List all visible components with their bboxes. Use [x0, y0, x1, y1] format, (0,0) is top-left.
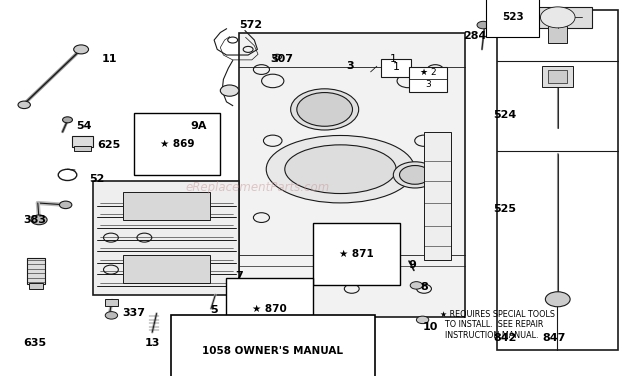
Text: 1: 1 — [390, 54, 397, 64]
Circle shape — [273, 54, 281, 59]
Text: 3: 3 — [347, 61, 354, 71]
Ellipse shape — [285, 145, 396, 194]
Text: 8: 8 — [420, 282, 428, 292]
Text: 337: 337 — [122, 308, 145, 318]
Circle shape — [417, 316, 429, 324]
Text: 307: 307 — [271, 54, 294, 64]
Bar — [27, 258, 45, 284]
Text: 7: 7 — [235, 271, 243, 281]
Circle shape — [546, 292, 570, 307]
Bar — [524, 7, 591, 28]
Text: 572: 572 — [240, 20, 263, 30]
Text: ★ 2: ★ 2 — [420, 68, 436, 77]
Text: 525: 525 — [494, 203, 516, 214]
Text: 625: 625 — [97, 140, 120, 150]
Text: 9: 9 — [408, 260, 416, 270]
Text: 1058 OWNER'S MANUAL: 1058 OWNER'S MANUAL — [202, 346, 343, 356]
Text: 284: 284 — [463, 31, 486, 41]
Bar — [74, 146, 91, 150]
Circle shape — [297, 92, 353, 126]
Text: 523: 523 — [502, 12, 524, 22]
Ellipse shape — [266, 135, 415, 203]
Text: 5: 5 — [210, 305, 218, 315]
Circle shape — [60, 201, 72, 209]
Text: 52: 52 — [89, 174, 104, 183]
Text: 54: 54 — [76, 121, 92, 131]
Bar — [105, 299, 118, 306]
Text: ★ REQUIRES SPECIAL TOOLS
  TO INSTALL.  SEE REPAIR
  INSTRUCTION MANUAL.: ★ REQUIRES SPECIAL TOOLS TO INSTALL. SEE… — [440, 310, 555, 340]
Bar — [123, 255, 210, 284]
Text: 524: 524 — [494, 110, 516, 120]
Bar — [549, 70, 567, 83]
Circle shape — [291, 89, 359, 130]
Bar — [424, 132, 451, 260]
Text: 11: 11 — [101, 54, 117, 64]
Text: 13: 13 — [144, 338, 160, 349]
Bar — [549, 26, 567, 43]
Text: 842: 842 — [493, 333, 516, 343]
Bar — [123, 192, 210, 220]
Bar — [409, 67, 448, 91]
Circle shape — [410, 282, 423, 289]
Bar — [239, 33, 464, 317]
Bar — [72, 136, 94, 147]
Text: ★ 869: ★ 869 — [160, 139, 194, 149]
Text: eReplacementParts.com: eReplacementParts.com — [185, 182, 330, 194]
Circle shape — [477, 21, 489, 29]
Circle shape — [393, 162, 436, 188]
Text: 10: 10 — [423, 322, 438, 332]
Text: ★ 870: ★ 870 — [252, 304, 287, 314]
Circle shape — [541, 7, 575, 28]
Text: 9A: 9A — [190, 121, 207, 131]
Circle shape — [220, 85, 239, 96]
Bar — [94, 180, 239, 295]
Circle shape — [399, 165, 430, 184]
Circle shape — [18, 101, 30, 109]
Circle shape — [63, 117, 73, 123]
Circle shape — [74, 45, 89, 54]
Circle shape — [31, 215, 47, 225]
Text: 847: 847 — [542, 333, 566, 343]
Text: 3: 3 — [425, 80, 431, 89]
Text: 383: 383 — [23, 215, 46, 225]
Bar — [29, 283, 43, 289]
Bar — [497, 10, 618, 350]
Bar — [381, 59, 411, 77]
Text: ★ 871: ★ 871 — [339, 249, 374, 259]
Bar — [542, 66, 574, 87]
Text: 1: 1 — [392, 62, 399, 72]
Circle shape — [105, 312, 118, 319]
Text: 635: 635 — [23, 338, 46, 349]
